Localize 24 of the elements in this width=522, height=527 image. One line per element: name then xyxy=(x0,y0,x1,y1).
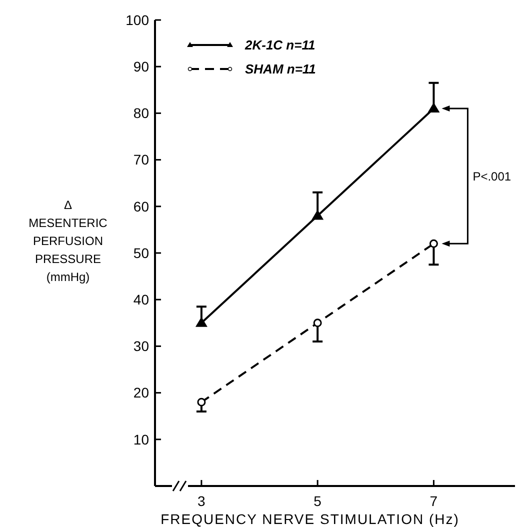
annotation: P<.001 xyxy=(472,169,512,184)
y-tick-label: 80 xyxy=(133,105,150,122)
y-tick-label: 70 xyxy=(133,152,150,168)
y-tick-label: 20 xyxy=(133,384,150,401)
y-tick-label: 100 xyxy=(126,12,150,28)
legend-label: 2K-1C n=11 xyxy=(244,38,316,53)
y-tick-label: 10 xyxy=(133,431,150,448)
point xyxy=(312,210,324,220)
x-tick-label: 7 xyxy=(430,493,438,509)
legend-label: SHAM n=11 xyxy=(245,62,316,77)
y-tick-label: 30 xyxy=(133,338,150,354)
point xyxy=(428,102,440,113)
point xyxy=(197,398,206,406)
x-tick-label: 3 xyxy=(198,493,206,509)
x-tick-label: 5 xyxy=(314,493,322,509)
y-axis-title: Δ MESENTERIC PERFUSION PRESSURE (mmHg) xyxy=(28,198,108,284)
y-tick-label: 50 xyxy=(133,244,150,261)
y-tick-label: 90 xyxy=(133,58,150,74)
x-axis-title: FREQUENCY NERVE STIMULATION (Hz) xyxy=(160,511,460,527)
y-tick-label: 40 xyxy=(133,292,150,308)
point xyxy=(195,316,208,327)
point xyxy=(313,318,322,328)
point xyxy=(429,239,438,248)
y-tick-label: 60 xyxy=(133,198,150,214)
